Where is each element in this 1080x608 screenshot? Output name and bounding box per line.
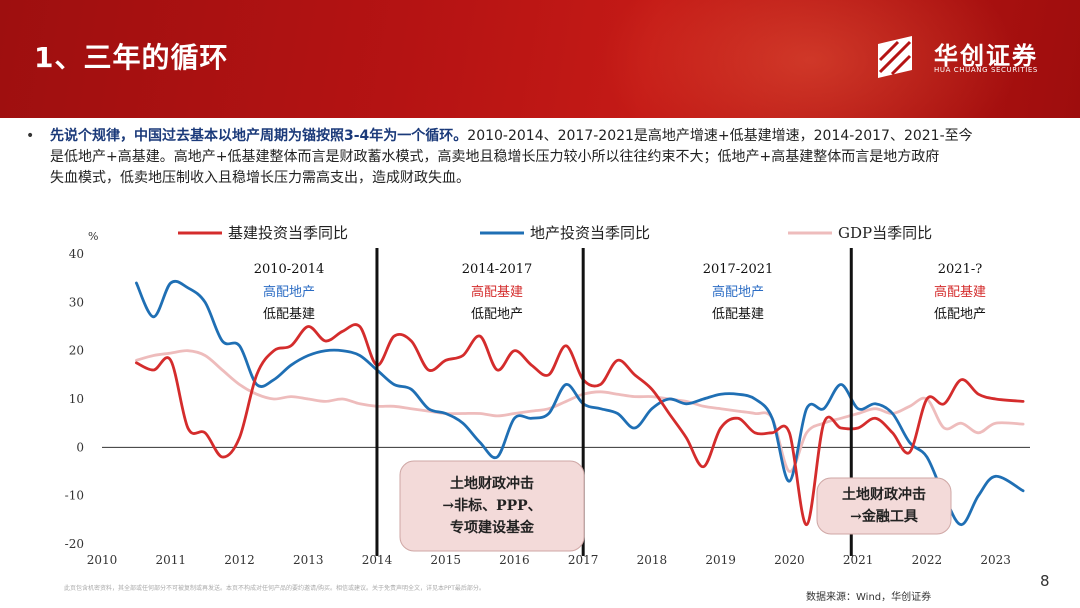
period-primary-label: 高配地产 [712,284,764,300]
x-tick-label: 2015 [430,553,461,567]
brand-name-en: HUA CHUANG SECURITIES [934,66,1038,74]
page-number: 8 [1040,572,1050,590]
callout-text: →金融工具 [850,508,918,525]
bullet-line-3: 失血模式，低卖地压制收入且稳增长压力需高支出，造成财政失血。 [50,170,470,186]
brand-logo: 华创证券 HUA CHUANG SECURITIES [872,34,1062,84]
callout-box [399,460,585,552]
brand-name-cn: 华创证券 [934,42,1038,70]
x-tick-label: 2011 [155,553,186,567]
callout-text: →非标、PPP、 [442,497,541,514]
brand-mark-icon [878,36,912,78]
callout-box [816,477,952,535]
x-tick-label: 2012 [224,553,255,567]
y-tick-label: 20 [69,344,84,358]
y-tick-label: 40 [69,247,84,261]
x-tick-label: 2022 [912,553,943,567]
period-secondary-label: 低配地产 [934,307,986,322]
slide-title: 1、三年的循环 [34,41,229,74]
bullet-paragraph: • 先说个规律，中国过去基本以地产周期为锚按照3-4年为一个循环。2010-20… [26,126,1046,189]
x-tick-label: 2013 [293,553,324,567]
period-range-label: 2014-2017 [462,262,533,277]
legend: 基建投资当季同比 地产投资当季同比 GDP当季同比 [178,224,932,242]
period-secondary-label: 低配基建 [263,307,315,322]
x-tick-label: 2018 [637,553,668,567]
callout-text: 土地财政冲击 [450,475,534,492]
callout-text: 专项建设基金 [450,519,535,536]
series-line-gdp [135,349,1025,473]
x-tick-label: 2023 [980,553,1011,567]
callout-text: 土地财政冲击 [842,486,926,503]
x-tick-label: 2020 [774,553,805,567]
period-range-label: 2021-? [938,262,982,277]
period-range-label: 2017-2021 [703,262,774,277]
x-tick-label: 2014 [362,553,393,567]
y-axis: % 40 30 20 10 0 -10 -20 [65,230,99,551]
x-tick-label: 2019 [705,553,736,567]
period-primary-label: 高配地产 [263,284,315,300]
series-layer [135,279,1025,527]
series-line-infra [135,323,1025,527]
legend-label: 基建投资当季同比 [228,224,348,242]
header-glow [600,0,1020,118]
bullet-line-1: 先说个规律，中国过去基本以地产周期为锚按照3-4年为一个循环。2010-2014… [34,126,1046,147]
x-axis: 2010 2011 2012 2013 2014 2015 2016 2017 2018 2019… [87,446,1030,567]
bullet-line-1-rest: 2010-2014、2017-2021是高地产增速+低基建增速，2014-201… [467,128,973,144]
source-note: 数据来源：Wind，华创证券 [806,592,932,603]
bullet-dot-icon: • [26,128,35,144]
legend-label: 地产投资当季同比 [530,224,650,242]
y-tick-label: 10 [69,392,84,406]
x-tick-label: 2016 [499,553,530,567]
x-tick-label: 2010 [87,553,118,567]
bullet-line-2: 是低地产+高基建。高地产+低基建整体而言是财政蓄水模式，高卖地且稳增长压力较小所… [50,149,940,165]
x-tick-label: 2017 [568,553,599,567]
disclaimer: 此页包含机密资料，其全部或任何部分不可被复制或再发送。本页不构成对任何产品的要约… [64,585,485,592]
period-primary-label: 高配基建 [934,284,986,300]
series-line-property [135,279,1025,527]
y-tick-label: -10 [65,489,84,503]
y-tick-label: 30 [69,295,84,309]
y-axis-unit-label: % [88,230,98,243]
period-primary-label: 高配基建 [471,284,523,300]
y-tick-label: 0 [76,440,84,454]
period-range-label: 2010-2014 [254,262,325,277]
x-tick-label: 2021 [843,553,874,567]
period-secondary-label: 低配地产 [471,307,523,322]
legend-label: GDP当季同比 [838,224,932,242]
period-secondary-label: 低配基建 [712,307,764,322]
y-tick-label: -20 [65,537,84,551]
header-banner: 1、三年的循环 华创证券 HUA CHUANG SECURITIES [0,0,1080,118]
bullet-lead: 先说个规律，中国过去基本以地产周期为锚按照3-4年为一个循环。 [50,128,468,144]
